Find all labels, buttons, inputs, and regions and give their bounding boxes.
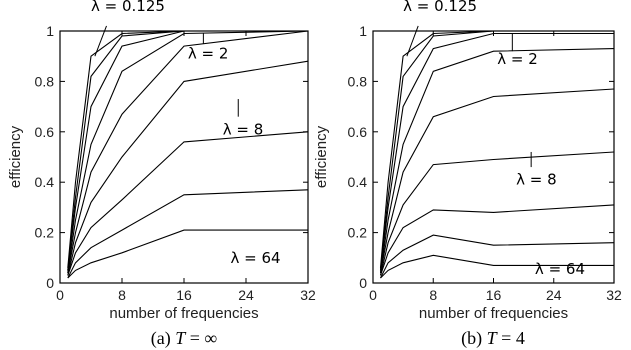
y-tick-label: 1 — [359, 23, 367, 39]
series-line-7 — [379, 204, 615, 276]
series-line-3 — [67, 30, 308, 271]
y-tick-label: 0.2 — [348, 225, 368, 241]
y-tick-label: 1 — [46, 23, 54, 39]
y-axis-label: efficiency — [7, 125, 24, 188]
y-tick-label: 0.6 — [35, 124, 55, 140]
caption-prefix: (b) — [461, 328, 487, 349]
caption-prefix: (a) — [151, 328, 175, 349]
y-tick-label: 0 — [46, 275, 54, 291]
y-tick-label: 0.8 — [35, 73, 55, 89]
annotation-label: λ = 0.125 — [91, 0, 165, 15]
x-tick-label: 8 — [429, 287, 437, 303]
y-tick-label: 0 — [359, 275, 367, 291]
x-axis-label: number of frequencies — [109, 305, 258, 322]
series-line-4 — [67, 30, 309, 273]
x-tick-label: 0 — [56, 287, 64, 303]
x-tick-label: 0 — [369, 287, 377, 303]
series-line-5 — [67, 30, 309, 274]
chart-panel-1: 0 8 16 24 32 0 0.2 0.4 0.6 0.8 1 number of frequenc… — [7, 0, 316, 349]
caption-value: = 4 — [497, 328, 525, 348]
annotation-label: λ = 0.125 — [403, 0, 477, 15]
annotation-label: λ = 64 — [231, 249, 281, 267]
annotation-leader — [406, 25, 419, 57]
annotation-label: λ = 8 — [516, 171, 557, 189]
y-tick-label: 0.2 — [35, 225, 55, 241]
caption-variable: T — [487, 328, 499, 348]
series-line-4 — [379, 48, 615, 273]
panel-caption: (a) T = ∞ — [151, 328, 218, 349]
annotation-label: λ = 8 — [223, 120, 264, 138]
y-tick-label: 0.4 — [35, 174, 55, 190]
x-tick-label: 32 — [300, 287, 316, 303]
series-line-3 — [379, 32, 614, 271]
x-tick-label: 8 — [118, 287, 126, 303]
chart-panel-2: 0 8 16 24 32 0 0.2 0.4 0.6 0.8 1 number of frequenc… — [313, 0, 622, 349]
series-line-9 — [380, 254, 614, 279]
caption-variable: T — [175, 328, 187, 348]
series-line-8 — [380, 234, 615, 279]
series-line-2 — [379, 30, 614, 271]
y-axis-label: efficiency — [313, 125, 330, 188]
series-line-5 — [379, 88, 615, 274]
series-line-8 — [67, 189, 309, 279]
x-tick-label: 32 — [606, 287, 622, 303]
x-tick-label: 16 — [176, 287, 192, 303]
x-axis-label: number of frequencies — [419, 305, 568, 322]
panel-caption: (b) T = 4 — [461, 328, 525, 349]
series-line-6 — [379, 151, 615, 276]
series-line-6 — [67, 60, 309, 276]
x-tick-label: 24 — [238, 287, 254, 303]
y-tick-label: 0.4 — [348, 174, 368, 190]
annotation-label: λ = 2 — [188, 45, 229, 63]
series-line-9 — [67, 229, 308, 279]
caption-value: = ∞ — [185, 328, 217, 348]
annotation-label: λ = 2 — [497, 50, 538, 68]
annotation-leader — [94, 25, 107, 57]
x-tick-label: 16 — [486, 287, 502, 303]
y-tick-label: 0.6 — [348, 124, 368, 140]
series-line-7 — [67, 131, 309, 276]
annotation-label: λ = 64 — [535, 260, 585, 278]
x-tick-label: 24 — [546, 287, 562, 303]
y-tick-label: 0.8 — [348, 73, 368, 89]
